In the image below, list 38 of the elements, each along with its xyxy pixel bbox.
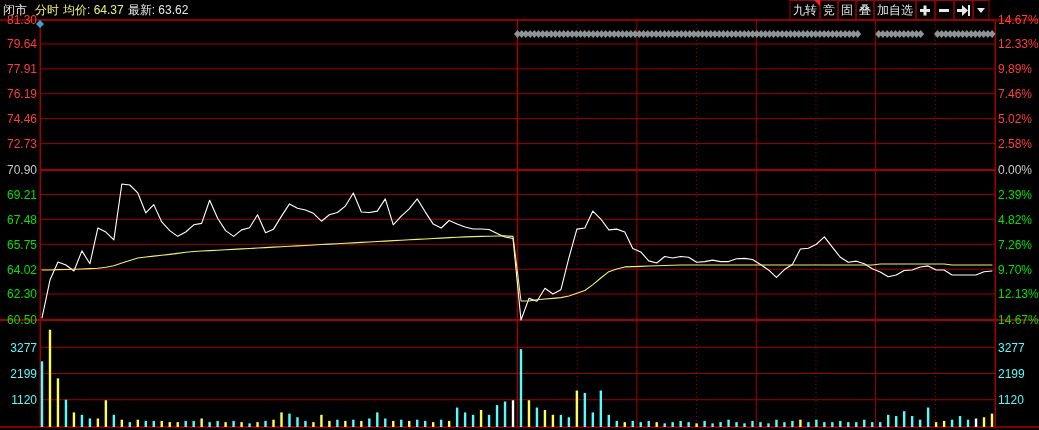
chart-subtitle: 分时 [35, 3, 59, 17]
y-tick-label: 74.46 [6, 111, 38, 126]
y2-tick-label: 1120 [998, 393, 1025, 408]
text: 叠 [859, 3, 871, 17]
text: 竞 [823, 3, 835, 17]
y2-tick-label: 2.58% [998, 136, 1033, 151]
y-tick-label: 62.30 [6, 287, 38, 302]
y-tick-label: 72.73 [6, 136, 38, 151]
y-tick-label: 2199 [10, 366, 38, 381]
y-tick-label: 64.02 [6, 262, 38, 277]
text: 九转 [793, 3, 817, 17]
y2-tick-label: 9.89% [998, 62, 1033, 77]
y-tick-label: 3277 [10, 340, 38, 355]
y-tick-label: 65.75 [6, 237, 38, 252]
y2-tick-label: 2199 [998, 366, 1026, 381]
text: 加自选 [877, 3, 913, 17]
text: 固 [841, 3, 853, 17]
y-tick-label: 79.64 [6, 37, 38, 52]
y2-tick-label: 0.00% [998, 163, 1033, 178]
y2-tick-label: 4.82% [998, 212, 1033, 227]
y-tick-label: 76.19 [6, 87, 38, 102]
y2-tick-label: 14.67% [998, 13, 1039, 28]
text: 最新: 63.62 [127, 3, 189, 17]
y2-tick-label: 12.13% [998, 287, 1039, 302]
text: 均价: 64.37 [62, 3, 125, 17]
y2-tick-label: 5.02% [998, 112, 1033, 127]
y-tick-label: 70.90 [6, 163, 38, 178]
y2-tick-label: 3277 [998, 340, 1026, 355]
chart-title: 闭市 [3, 3, 27, 17]
y2-tick-label: 7.46% [998, 87, 1033, 102]
y2-tick-label: 7.26% [998, 237, 1033, 252]
y-tick-label: 1120 [11, 393, 38, 408]
y-tick-label: 67.48 [6, 212, 38, 227]
y2-tick-label: 9.70% [998, 262, 1033, 277]
y-tick-label: 69.21 [6, 187, 38, 202]
y-tick-label: 77.91 [6, 62, 38, 77]
y2-tick-label: 2.39% [998, 187, 1033, 202]
y2-tick-label: 12.33% [998, 37, 1039, 52]
